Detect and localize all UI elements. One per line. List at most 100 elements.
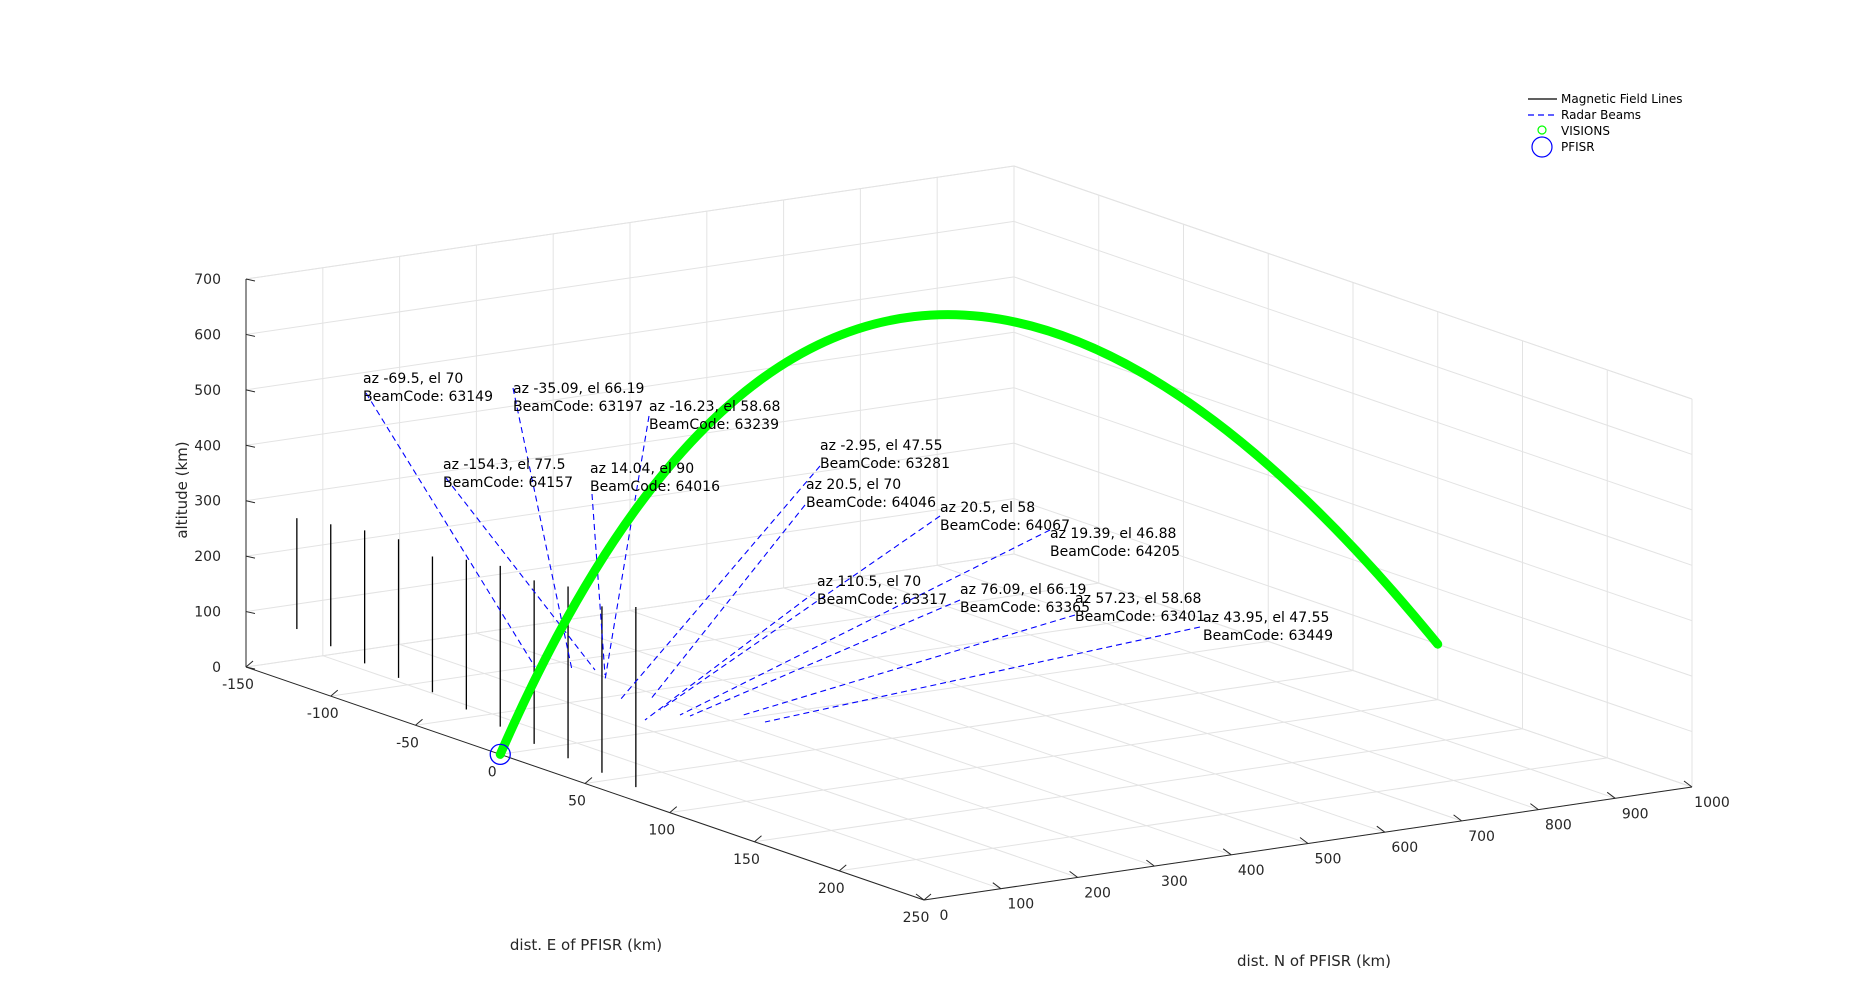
legend-entry-visions: VISIONS <box>1537 124 1610 138</box>
beam-label-code: BeamCode: 64205 <box>1050 544 1180 560</box>
grid-line <box>245 165 1015 280</box>
y-tick <box>1299 837 1309 844</box>
y-tick-label: 700 <box>1468 829 1495 845</box>
visions-marker-icon <box>1537 125 1547 135</box>
beam-label-azel: az 14.04, el 90 <box>590 461 694 477</box>
pfisr-marker <box>489 743 511 766</box>
visions-trajectory-path <box>495 310 1443 759</box>
grid-line <box>245 498 1015 613</box>
y-tick-label: 400 <box>1238 863 1265 879</box>
y-tick <box>915 893 925 901</box>
x-tick-label: 150 <box>733 852 760 868</box>
legend-entry-radar-beams: Radar Beams <box>1528 108 1641 122</box>
beam-label-code: BeamCode: 63197 <box>513 399 643 415</box>
x-tick-label: -100 <box>307 706 339 722</box>
radar-beams <box>365 387 1201 723</box>
y-tick <box>1146 859 1155 867</box>
x-tick <box>838 864 847 872</box>
legend-label: VISIONS <box>1561 124 1610 138</box>
beam-label-code: BeamCode: 64046 <box>806 495 936 511</box>
grid-line <box>1013 165 1693 400</box>
beam-label-code: BeamCode: 64016 <box>590 479 720 495</box>
legend-label: Radar Beams <box>1561 108 1641 122</box>
radar-beam <box>365 392 536 668</box>
z-tick <box>245 500 256 504</box>
grid-line <box>553 621 1232 856</box>
grid-line <box>1013 442 1693 677</box>
radar-beam <box>764 626 1201 723</box>
x-tick <box>923 893 932 901</box>
y-tick-label: 500 <box>1315 852 1342 868</box>
x-tick-label: -150 <box>222 677 254 693</box>
y-tick-label: 200 <box>1084 885 1111 901</box>
y-tick-label: 600 <box>1391 840 1418 856</box>
y-axis-label: dist. N of PFISR (km) <box>1237 952 1391 970</box>
grid-line <box>1013 276 1693 511</box>
y-tick <box>1530 803 1539 810</box>
beam-label-azel: az -69.5, el 70 <box>363 371 463 387</box>
z-tick <box>245 444 256 448</box>
z-tick <box>245 555 256 559</box>
grid-line <box>245 442 1015 557</box>
radar-beam <box>591 493 606 676</box>
legend[interactable]: Magnetic Field Lines Radar Beams VISIONS… <box>1528 92 1683 158</box>
beam-label-azel: az 20.5, el 58 <box>940 500 1035 516</box>
radar-beam <box>644 591 816 721</box>
x-tick-label: 50 <box>568 794 586 810</box>
y-tick-label: 0 <box>940 908 949 924</box>
grid-line <box>245 331 1015 446</box>
radar-beam <box>659 515 941 711</box>
beam-label-azel: az -154.3, el 77.5 <box>443 457 566 473</box>
z-tick <box>245 278 256 282</box>
grid-line <box>783 587 1462 822</box>
legend-label: Magnetic Field Lines <box>1561 92 1683 106</box>
beam-label-azel: az 20.5, el 70 <box>806 477 901 493</box>
z-tick-label: 300 <box>194 494 221 510</box>
x-tick <box>415 718 423 726</box>
grid-line <box>629 610 1309 844</box>
tick-labels: -150 -100 -50 0 50 100 150 200 250 0 100 200 300 400 5… <box>194 272 1730 926</box>
axis-lines <box>245 278 1693 901</box>
beam-label-code: BeamCode: 64157 <box>443 475 573 491</box>
x-tick-label: 0 <box>488 764 497 780</box>
x-tick-label: 100 <box>648 823 675 839</box>
pfisr-site <box>489 743 511 766</box>
y-tick-label: 900 <box>1622 806 1649 822</box>
beam-label-code: BeamCode: 63281 <box>820 456 950 472</box>
beam-label-code: BeamCode: 63317 <box>817 592 947 608</box>
beam-label-azel: az 110.5, el 70 <box>817 574 921 590</box>
pfisr-marker-icon <box>1531 136 1553 158</box>
grid-line <box>245 387 1015 502</box>
beam-label-azel: az 76.09, el 66.19 <box>960 582 1086 598</box>
beam-label-code: BeamCode: 63239 <box>649 417 779 433</box>
grid-line <box>706 598 1385 833</box>
grid-line <box>937 564 1616 799</box>
y-tick <box>1376 825 1386 833</box>
y-tick-label: 300 <box>1161 874 1188 890</box>
z-tick-label: 100 <box>194 605 221 621</box>
beam-label-code: BeamCode: 64067 <box>940 518 1070 534</box>
grid-line <box>245 553 1015 668</box>
y-tick <box>1069 871 1078 878</box>
beam-label-azel: az 43.95, el 47.55 <box>1203 610 1329 626</box>
grid-line <box>1013 220 1693 455</box>
beam-label-azel: az -16.23, el 58.68 <box>649 399 780 415</box>
x-tick <box>330 689 339 697</box>
x-tick <box>669 806 678 814</box>
grid-lines <box>245 165 1693 901</box>
x-axis-label: dist. E of PFISR (km) <box>510 936 662 954</box>
grid-line <box>860 576 1539 811</box>
y-tick <box>1222 848 1232 856</box>
x-tick <box>245 660 254 668</box>
y-tick <box>992 882 1002 890</box>
radar-beam <box>649 504 806 701</box>
x-tick-label: -50 <box>396 735 419 751</box>
grid-line <box>1013 331 1693 566</box>
beam-labels: az -69.5, el 70 BeamCode: 63149 az -35.09,… <box>363 371 1333 644</box>
y-tick <box>1606 791 1616 799</box>
visions-trajectory <box>495 310 1443 759</box>
grid-line <box>1013 387 1693 622</box>
beam-label-azel: az 57.23, el 58.68 <box>1075 591 1201 607</box>
